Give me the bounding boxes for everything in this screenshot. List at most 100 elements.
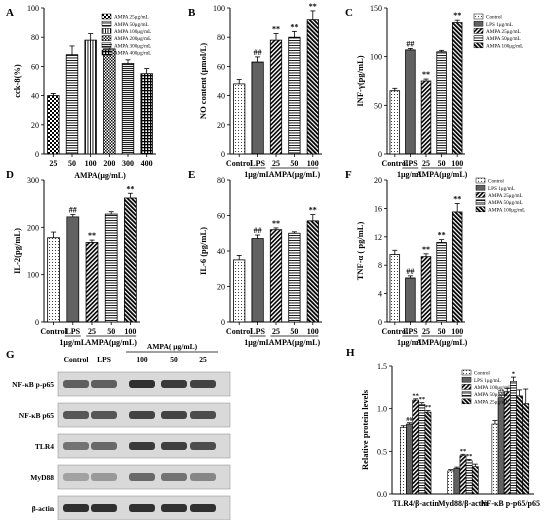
legend-entry: AMPA 100μg/mL — [486, 43, 523, 49]
panel-label: H — [346, 347, 355, 359]
lane-label: 50 — [170, 355, 178, 364]
legend-entry: Control — [488, 179, 504, 185]
legend-swatch — [101, 35, 112, 41]
y-tick-label: 12 — [374, 233, 382, 242]
legend-entry: AMPA 50μg/mL — [474, 392, 509, 398]
bar — [47, 237, 60, 323]
bar — [436, 242, 447, 323]
blot-row-label: NF-κB p65 — [19, 411, 54, 420]
bar — [251, 61, 264, 155]
significance-mark: ## — [69, 206, 77, 215]
bar — [269, 39, 283, 155]
x-tick-label: Control — [226, 159, 253, 168]
y-tick-label: 1.5 — [377, 362, 387, 371]
significance-mark: ** — [422, 70, 430, 79]
bar — [85, 242, 99, 323]
legend-swatch — [461, 369, 472, 376]
blot-row-label: TLR4 — [35, 442, 54, 451]
significance-mark: ** — [419, 396, 426, 403]
y-tick-label: 8 — [378, 261, 382, 270]
bar — [288, 36, 301, 155]
bar — [412, 399, 420, 495]
bar — [233, 83, 246, 155]
x-tick-label: 100 — [307, 159, 319, 168]
x-tick-label: 100 — [451, 327, 463, 336]
legend-swatch — [101, 49, 112, 56]
lane-label: 100 — [136, 355, 148, 364]
x-tick-label: 300 — [122, 159, 134, 168]
bar — [510, 381, 517, 495]
x-tick-label: 200 — [103, 159, 115, 168]
y-tick-label: 16 — [374, 204, 382, 213]
y-tick-label: 0 — [221, 150, 225, 159]
legend-swatch — [475, 192, 486, 198]
legend-entry: LPS 1μg/mL — [474, 378, 501, 384]
panel-d: 0 100 200 300 IL-2(pg/mL) Control ## LPS ** 25 50 *… — [6, 169, 140, 347]
y-tick-label: 150 — [370, 4, 382, 13]
blot-row-label: MyD88 — [30, 473, 54, 482]
bar — [233, 259, 246, 323]
bar — [399, 427, 407, 495]
blot-band — [161, 380, 187, 388]
legend-swatch — [475, 184, 486, 191]
legend-swatch — [461, 376, 472, 383]
lane-label: Control — [64, 355, 89, 364]
legend-entry: Control — [474, 371, 490, 377]
legend-entry: AMPA 50μg/mL — [488, 200, 523, 206]
legend-entry: AMPA 300μg/mL — [114, 43, 151, 49]
x-tick-label: 25 — [88, 327, 96, 336]
bar — [497, 397, 505, 495]
panel-label: A — [6, 7, 14, 19]
blot-band — [161, 411, 187, 419]
bar — [103, 48, 116, 155]
group-label: AMPA(μg/mL) — [269, 338, 321, 347]
x-tick-label: NF-κB p-p65/p65 — [481, 499, 540, 508]
bar — [140, 73, 153, 155]
x-tick-label: 100 — [451, 159, 463, 168]
y-tick-label: 80 — [217, 176, 225, 185]
y-axis-label: Relative protein levels — [360, 389, 370, 470]
significance-mark: ** — [466, 453, 473, 460]
bar — [420, 80, 432, 155]
y-tick-label: 4 — [378, 290, 382, 299]
legend-entry: AMPA 100μg/mL — [474, 385, 511, 391]
group-label: AMPA(μg/mL) — [269, 170, 321, 179]
y-tick-label: 20 — [217, 283, 225, 292]
blot-band — [63, 411, 89, 419]
blot-band — [91, 473, 117, 481]
bar — [471, 466, 479, 495]
bar — [503, 391, 511, 495]
legend-entry: AMPA 100μg/mL — [488, 207, 525, 213]
significance-mark: ** — [272, 25, 280, 34]
legend-swatch — [475, 199, 486, 205]
bar — [306, 220, 319, 323]
blot-band — [63, 473, 89, 481]
y-tick-label: 20 — [374, 176, 382, 185]
y-tick-label: 80 — [217, 33, 225, 42]
bar — [522, 403, 530, 495]
significance-mark: ## — [254, 226, 262, 235]
panel-label: C — [345, 7, 353, 19]
panel-b: 0 20 40 60 80 100 NO content (μmol/L) Control ##… — [188, 2, 322, 179]
bar — [451, 22, 463, 155]
y-tick-label: 60 — [31, 62, 39, 71]
y-tick-label: 20 — [31, 121, 39, 130]
y-tick-label: 0 — [35, 318, 39, 327]
x-tick-label: LPS — [403, 159, 418, 168]
bar — [84, 39, 97, 155]
blot-band — [129, 473, 155, 481]
bar — [420, 256, 432, 323]
significance-mark: ** — [309, 2, 317, 11]
significance-mark: ** — [422, 245, 430, 254]
bar — [436, 51, 447, 155]
x-tick-label: Myd88/β-actin — [438, 499, 489, 508]
panel-e: 0 20 40 60 80 IL-6 (pg/mL) Control ## LPS ** 25 50 *… — [188, 169, 322, 347]
panel-label: B — [188, 7, 196, 19]
x-tick-label: 50 — [290, 327, 298, 336]
legend-swatch — [461, 398, 472, 405]
blot-band — [190, 473, 216, 481]
legend-entry: AMPA 50μg/mL — [486, 36, 521, 42]
panel-label: D — [6, 169, 14, 181]
